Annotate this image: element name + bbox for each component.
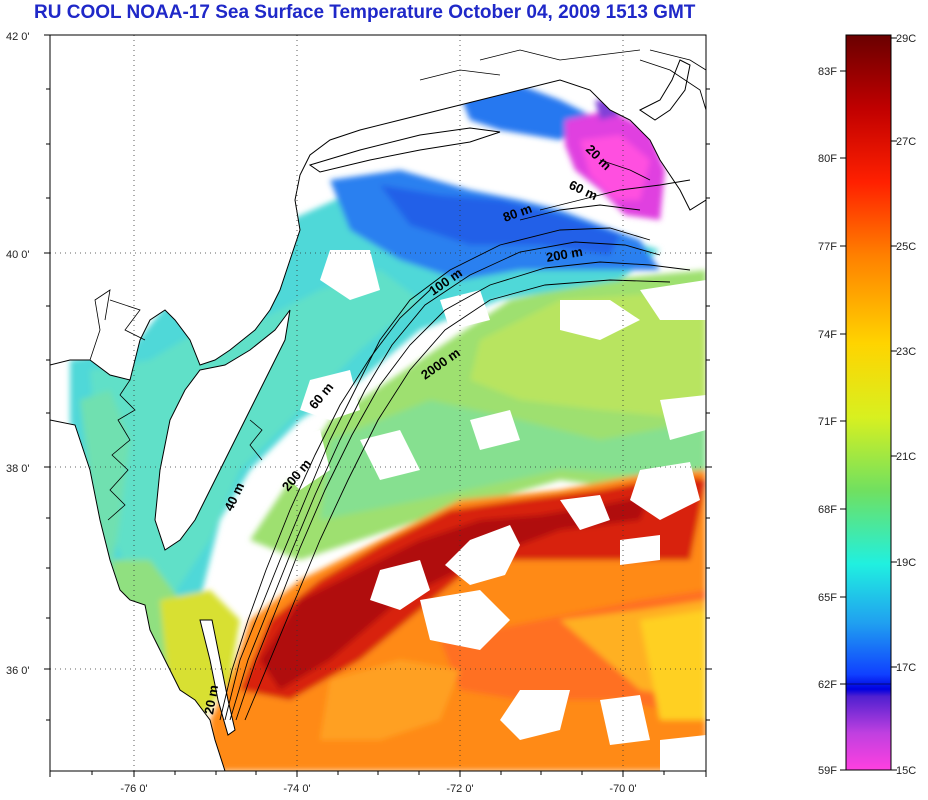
colorbar-gradient xyxy=(845,34,892,771)
lat-label: 36 0' xyxy=(6,665,30,677)
colorbar-c-label: 25C xyxy=(896,241,916,253)
map-title: RU COOL NOAA-17 Sea Surface Temperature … xyxy=(34,2,696,23)
lon-label: -70 0' xyxy=(609,783,636,795)
colorbar-c-label: 27C xyxy=(896,136,916,148)
isobath-label: 200 m xyxy=(545,244,584,265)
frame-ticks xyxy=(44,34,712,777)
sst-field: 20 m 60 m 80 m 200 m 100 m 2000 m 60 m 2… xyxy=(50,35,706,771)
colorbar: 83F 80F 77F 74F 71F 68F 65F 62F 59F 29C … xyxy=(818,33,916,777)
colorbar-c-label: 23C xyxy=(896,346,916,358)
colorbar-c-label: 19C xyxy=(896,557,916,569)
colorbar-f-label: 68F xyxy=(818,504,837,516)
lat-label: 40 0' xyxy=(6,249,30,261)
colorbar-f-label: 80F xyxy=(818,153,837,165)
isobath-label: 20 m xyxy=(201,684,221,716)
lon-label: -72 0' xyxy=(446,783,473,795)
colorbar-f-label: 59F xyxy=(818,765,837,777)
lon-label: -74 0' xyxy=(283,783,310,795)
lat-label: 42 0' xyxy=(6,31,30,43)
isobaths xyxy=(219,49,706,721)
colorbar-f-label: 77F xyxy=(818,241,837,253)
colorbar-c-label: 29C xyxy=(896,33,916,45)
lon-label: -76 0' xyxy=(120,783,147,795)
colorbar-c-label: 15C xyxy=(896,765,916,777)
colorbar-f-label: 83F xyxy=(818,66,837,78)
colorbar-c-label: 21C xyxy=(896,451,916,463)
colorbar-c-label: 17C xyxy=(896,662,916,674)
colorbar-f-label: 62F xyxy=(818,679,837,691)
colorbar-f-label: 65F xyxy=(818,592,837,604)
colorbar-f-label: 74F xyxy=(818,329,837,341)
colorbar-f-label: 71F xyxy=(818,416,837,428)
lat-label: 38 0' xyxy=(6,463,30,475)
